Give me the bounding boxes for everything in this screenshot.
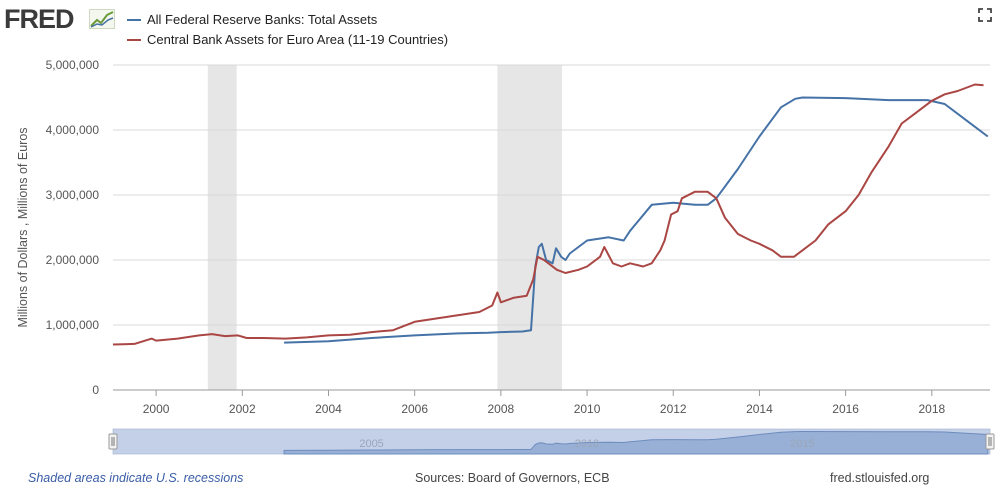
sources-text: Sources: Board of Governors, ECB <box>415 471 610 485</box>
y-axis-label: Millions of Dollars , Millions of Euros <box>16 127 30 327</box>
fullscreen-icon[interactable] <box>978 8 992 22</box>
navigator-label: 2015 <box>790 438 814 450</box>
navigator-label: 2010 <box>575 438 599 450</box>
chart-header: FRED All Federal Reserve Banks: Total As… <box>0 0 1004 56</box>
series-line-0 <box>284 96 989 344</box>
series-line-1 <box>112 83 984 346</box>
navigator-label: 2005 <box>359 438 383 450</box>
y-tick-label: 4,000,000 <box>46 123 100 137</box>
x-tick-label: 2010 <box>574 402 601 416</box>
recession-note: Shaded areas indicate U.S. recessions <box>28 471 244 485</box>
line-chart: 0 1,000,000 2,000,000 3,000,000 4,000,000 5,0… <box>16 58 995 455</box>
x-tick-label: 2012 <box>660 402 687 416</box>
legend-label-fed: All Federal Reserve Banks: Total Assets <box>147 12 378 27</box>
navigator-handle-right[interactable] <box>985 433 995 450</box>
legend-item-fed-assets[interactable]: All Federal Reserve Banks: Total Assets <box>127 12 377 27</box>
x-tick-label: 2000 <box>143 402 170 416</box>
x-tick-label: 2006 <box>401 402 428 416</box>
legend-label-euro: Central Bank Assets for Euro Area (11-19… <box>147 32 449 47</box>
x-tick-label: 2002 <box>229 402 256 416</box>
navigator-selection <box>113 429 990 454</box>
navigator-series <box>283 430 989 455</box>
y-tick-label: 5,000,000 <box>46 58 100 72</box>
navigator-handle-left[interactable] <box>108 433 118 450</box>
x-tick-label: 2008 <box>488 402 515 416</box>
y-tick-label: 2,000,000 <box>46 253 100 267</box>
y-tick-label: 1,000,000 <box>46 318 100 332</box>
legend-swatch-euro <box>127 38 141 41</box>
legend-item-euro-assets[interactable]: Central Bank Assets for Euro Area (11-19… <box>127 32 448 47</box>
x-tick-label: 2004 <box>315 402 342 416</box>
x-tick-label: 2014 <box>746 402 773 416</box>
chart-line-icon <box>89 9 115 29</box>
recession-band-0 <box>207 65 237 390</box>
x-tick-label: 2016 <box>832 402 859 416</box>
y-tick-label: 0 <box>92 383 99 397</box>
fred-logo[interactable]: FRED <box>4 4 74 34</box>
legend-swatch-fed <box>127 18 141 21</box>
y-tick-label: 3,000,000 <box>46 188 100 202</box>
x-tick-label: 2018 <box>918 402 945 416</box>
recession-band-1 <box>497 65 563 390</box>
fred-url-link[interactable]: fred.stlouisfed.org <box>830 471 930 485</box>
